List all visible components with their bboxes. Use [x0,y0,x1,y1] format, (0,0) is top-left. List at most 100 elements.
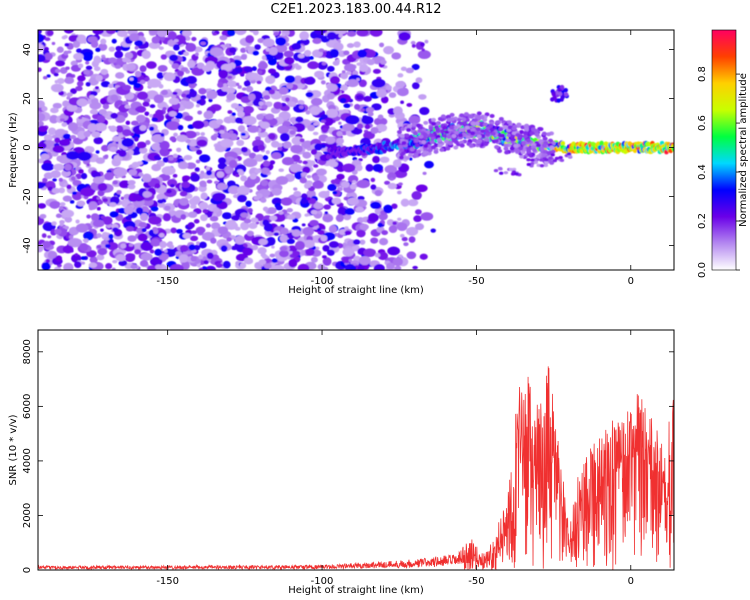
halo-cell [439,129,445,134]
noise-cell [378,237,389,246]
halo-cell [459,143,465,148]
noise-cell [325,108,339,119]
noise-cell [93,55,101,63]
noise-cell [53,72,59,77]
noise-cell [85,65,93,70]
noise-cell [219,179,224,183]
noise-cell [344,63,356,72]
noise-cell [239,262,246,268]
noise-cell [64,43,70,47]
noise-cell [179,245,189,253]
noise-cell [407,199,419,207]
noise-cell [251,244,259,251]
snr-series-line [38,366,674,570]
noise-cell [366,59,375,66]
noise-cell [205,223,211,228]
noise-cell [383,45,395,55]
noise-cell [356,94,364,100]
noise-cell [386,219,395,226]
noise-cell [140,252,153,261]
noise-cell [293,187,298,191]
halo-cell [484,112,490,117]
noise-cell [275,37,287,46]
halo-cell [523,127,529,132]
noise-cell [336,130,343,137]
noise-cell [215,263,223,268]
noise-cell [271,152,282,160]
noise-cell [162,107,167,111]
noise-cell [329,76,340,85]
halo-cell [489,127,495,132]
noise-cell [391,203,398,209]
noise-cell [73,53,84,61]
noise-cell [54,137,61,144]
noise-cell [341,70,346,74]
noise-cell [76,48,82,54]
noise-cell [104,237,110,241]
noise-cell [400,66,407,71]
noise-cell [240,175,248,182]
halo-cell [514,148,520,153]
noise-cell [312,180,324,189]
noise-cell [332,60,340,66]
noise-cell [159,147,170,157]
noise-cell [388,225,398,234]
halo-cell [494,145,500,150]
halo-cell [431,117,437,122]
noise-cell [331,197,342,205]
y-tick-label: 8000 [22,339,33,364]
noise-cell [422,171,427,175]
tail-cell [530,161,535,166]
noise-cell [100,98,107,105]
noise-cell [78,63,84,69]
noise-cell [358,255,371,266]
halo-cell [396,130,402,135]
spectrogram-ticks: -150 -100 -50 0 -40 -20 0 20 40 [22,30,674,287]
noise-cell [344,226,349,231]
noise-cell [322,266,329,270]
noise-cell [95,157,105,164]
noise-cell [300,172,308,177]
noise-cell [235,173,240,178]
noise-cell [92,176,105,184]
noise-cell [59,118,65,122]
noise-cell [242,115,257,126]
noise-cell [120,243,127,249]
noise-cell [342,163,356,173]
noise-cell [277,146,283,151]
halo-cell [476,111,482,116]
side-blob-cell [557,91,563,97]
noise-cell [96,206,101,211]
noise-cell [42,240,51,249]
noise-cell [245,85,254,93]
halo-cell [488,123,494,128]
noise-cell [114,50,124,59]
spectrogram-frame [37,29,675,271]
noise-cell [262,206,269,212]
halo-cell [509,146,515,151]
noise-cell [381,96,389,104]
noise-cell [323,212,330,218]
halo-cell [490,131,496,136]
noise-cell [196,149,203,155]
noise-cell [205,61,215,68]
noise-cell [135,105,147,113]
noise-cell [181,181,191,189]
noise-cell [278,168,285,173]
noise-cell [51,187,61,194]
noise-cell [379,59,387,65]
noise-cell [112,180,118,185]
halo-cell [476,140,482,145]
colorbar-label: Normalized spectral amplitude [738,73,749,227]
halo-cell [526,149,532,154]
noise-cell [205,265,217,270]
noise-cell [190,255,197,262]
noise-cell [88,262,98,268]
noise-cell [95,74,103,82]
noise-cell [127,179,136,186]
noise-cell [137,31,144,37]
noise-cell [227,110,233,114]
noise-cell [94,122,107,132]
noise-cell [340,72,349,80]
noise-cell [357,195,365,201]
